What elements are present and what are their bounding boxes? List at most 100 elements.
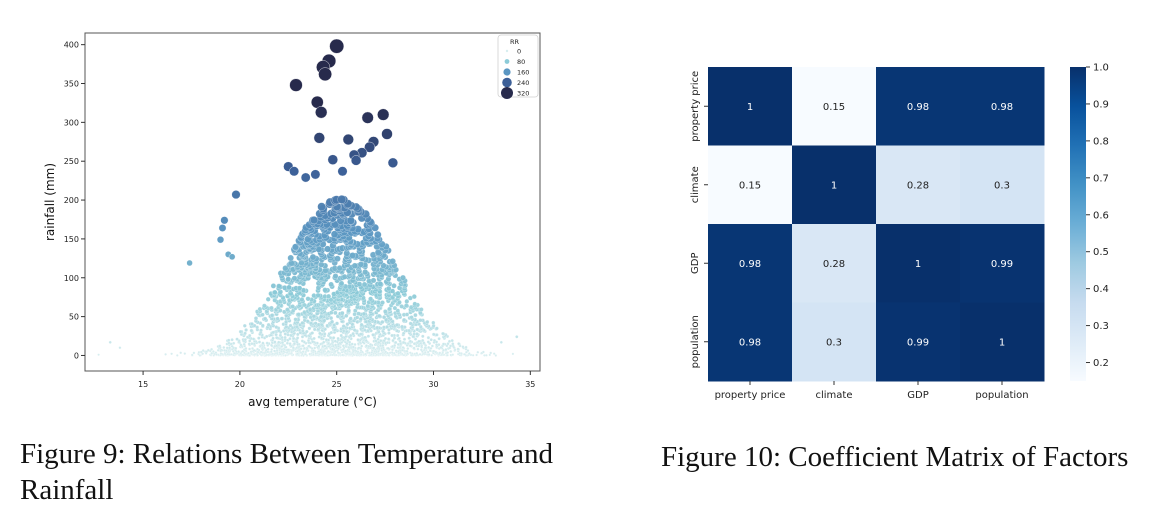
scatter-point xyxy=(337,166,348,177)
scatter-point xyxy=(266,322,271,327)
scatter-point xyxy=(216,236,225,244)
scatter-point xyxy=(382,325,386,330)
scatter-point xyxy=(227,338,231,342)
legend-marker xyxy=(505,49,509,53)
scatter-point xyxy=(313,321,318,326)
y-axis-label: rainfall (mm) xyxy=(43,163,57,241)
heatmap-cell xyxy=(960,302,1045,382)
scatter-point xyxy=(446,342,450,346)
scatter-point xyxy=(333,339,337,343)
heatmap-cell xyxy=(876,145,961,225)
scatter-point xyxy=(228,253,236,261)
scatter-point xyxy=(404,312,410,317)
scatter-point xyxy=(437,337,441,341)
scatter-point xyxy=(164,353,167,356)
scatter-point xyxy=(408,351,412,355)
scatter-point xyxy=(271,336,275,340)
scatter-point xyxy=(383,309,388,314)
scatter-point xyxy=(300,320,305,325)
scatter-point xyxy=(364,352,367,356)
scatter-point xyxy=(451,353,455,357)
scatter-point xyxy=(351,262,358,269)
scatter-point xyxy=(230,338,234,342)
scatter-point xyxy=(228,346,232,350)
scatter-point xyxy=(431,320,436,325)
scatter-point xyxy=(415,327,420,332)
scatter-point xyxy=(402,317,407,322)
scatter-point xyxy=(326,293,332,299)
scatter-point xyxy=(118,346,122,350)
x-axis-label: avg temperature (°C) xyxy=(248,395,377,408)
y-tick-label: 400 xyxy=(64,41,79,50)
scatter-point xyxy=(249,328,254,333)
scatter-point xyxy=(362,269,369,276)
scatter-point xyxy=(421,334,425,338)
x-tick-label: 30 xyxy=(428,380,438,389)
scatter-point xyxy=(285,307,290,312)
x-tick-label: property price xyxy=(715,390,786,401)
scatter-point xyxy=(310,169,321,180)
scatter-point xyxy=(305,329,309,334)
scatter-point xyxy=(357,346,361,350)
scatter-point xyxy=(400,348,404,352)
scatter-point xyxy=(351,345,355,349)
scatter-point xyxy=(404,303,409,308)
scatter-point xyxy=(277,340,281,344)
scatter-point xyxy=(400,324,404,329)
scatter-point xyxy=(361,111,374,124)
scatter-point xyxy=(426,350,430,354)
scatter-point xyxy=(334,353,338,357)
plot-frame xyxy=(84,32,541,372)
heatmap-cell-label: 0.99 xyxy=(907,337,929,348)
scatter-point xyxy=(387,157,399,168)
heatmap-cell xyxy=(960,67,1045,146)
scatter-point xyxy=(458,351,462,355)
y-tick-label: 350 xyxy=(64,80,79,89)
scatter-point xyxy=(353,308,358,313)
scatter-point xyxy=(326,349,330,353)
scatter-point xyxy=(243,337,247,342)
scatter-point xyxy=(259,328,263,333)
scatter-point xyxy=(329,330,334,335)
scatter-point xyxy=(288,260,295,267)
colorbar-tick-label: 0.8 xyxy=(1093,136,1109,147)
scatter-point xyxy=(312,327,317,332)
scatter-point xyxy=(359,322,364,327)
scatter-point xyxy=(390,351,394,354)
scatter-point xyxy=(385,325,390,329)
scatter-point xyxy=(244,328,248,332)
scatter-point xyxy=(311,293,317,299)
legend-title: RR xyxy=(510,38,520,46)
scatter-point xyxy=(315,106,328,119)
y-tick-label: 300 xyxy=(64,118,79,127)
x-tick-label: climate xyxy=(816,390,853,401)
scatter-point xyxy=(337,195,347,204)
scatter-point xyxy=(300,335,305,339)
heatmap-cell xyxy=(960,145,1045,225)
scatter-point xyxy=(288,337,292,341)
scatter-point xyxy=(499,340,503,344)
heatmap-cell xyxy=(876,224,961,303)
scatter-point xyxy=(269,313,275,318)
scatter-point xyxy=(380,320,385,324)
scatter-point xyxy=(317,335,321,339)
scatter-point xyxy=(175,354,179,357)
scatter-point xyxy=(348,316,353,321)
scatter-point xyxy=(419,307,424,312)
scatter-point xyxy=(412,301,418,307)
scatter-point xyxy=(285,341,289,345)
scatter-point xyxy=(284,345,288,349)
scatter-point xyxy=(418,324,423,329)
scatter-point xyxy=(313,346,317,350)
scatter-point xyxy=(421,338,425,343)
scatter-point xyxy=(283,335,287,340)
scatter-point xyxy=(273,349,276,353)
scatter-point xyxy=(340,310,345,316)
x-tick-label: 25 xyxy=(332,380,342,389)
scatter-point xyxy=(387,331,391,335)
scatter-point xyxy=(301,350,305,354)
x-tick-label: 20 xyxy=(235,380,245,389)
scatter-point xyxy=(382,315,387,320)
scatter-point xyxy=(416,347,420,351)
